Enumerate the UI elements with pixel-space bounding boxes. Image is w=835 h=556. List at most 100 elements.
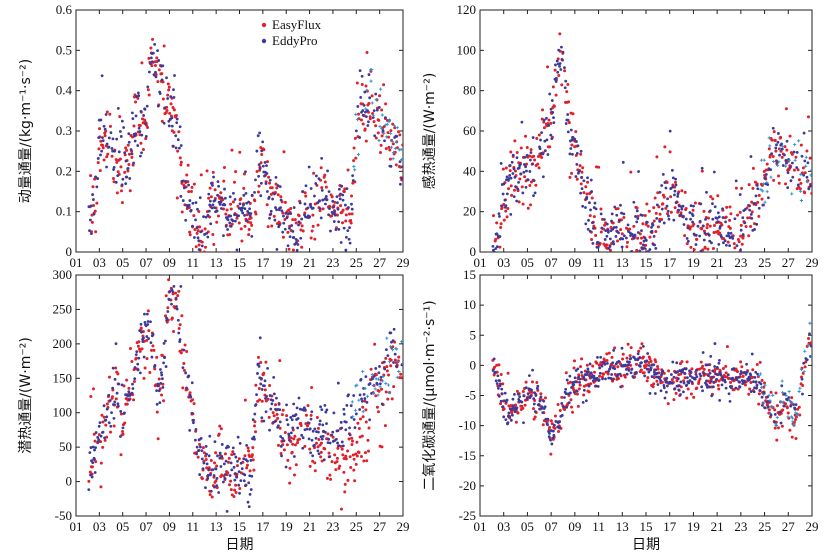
data-point-eddypro bbox=[309, 451, 313, 455]
data-point-eddypro bbox=[344, 428, 348, 432]
data-point-eddypro bbox=[134, 132, 138, 136]
data-point-eddypro bbox=[673, 387, 676, 391]
data-point-eddypro bbox=[397, 369, 401, 374]
data-point-eddypro bbox=[284, 212, 288, 215]
data-point-eddypro bbox=[338, 197, 342, 201]
data-point-easyflux bbox=[342, 470, 346, 474]
data-point-eddypro bbox=[174, 134, 178, 138]
y-tick-label: 250 bbox=[53, 301, 73, 316]
data-point-eddypro bbox=[611, 361, 615, 365]
data-point-eddypro bbox=[365, 88, 369, 92]
data-point-eddypro bbox=[699, 374, 703, 378]
data-point-easyflux bbox=[208, 186, 212, 190]
data-point-easyflux bbox=[164, 294, 168, 298]
data-point-eddypro bbox=[747, 203, 750, 207]
data-point-eddypro bbox=[600, 226, 604, 230]
data-point-eddypro bbox=[368, 96, 372, 100]
data-point-eddypro bbox=[556, 70, 560, 74]
data-point-easyflux bbox=[112, 180, 116, 184]
data-point-easyflux bbox=[243, 224, 247, 228]
data-point-easyflux bbox=[165, 109, 169, 113]
data-point-eddypro bbox=[380, 126, 384, 130]
data-point-eddypro bbox=[651, 223, 655, 227]
data-point-eddypro bbox=[156, 104, 160, 108]
data-point-eddypro bbox=[686, 239, 690, 243]
data-point-eddypro bbox=[585, 195, 589, 199]
data-point-eddypro bbox=[711, 385, 715, 389]
data-point-easyflux bbox=[250, 223, 254, 227]
data-point-eddypro bbox=[378, 382, 382, 386]
data-point-eddypro bbox=[335, 195, 339, 199]
data-point-eddypro bbox=[390, 139, 394, 144]
x-tick-label: 07 bbox=[545, 519, 559, 534]
data-point-eddypro bbox=[691, 220, 695, 224]
data-point-easyflux bbox=[718, 368, 722, 372]
data-point-easyflux bbox=[603, 223, 607, 227]
data-point-eddypro bbox=[345, 404, 349, 407]
data-point-eddypro bbox=[676, 370, 680, 374]
data-point-eddypro bbox=[202, 461, 206, 465]
data-point-easyflux bbox=[330, 214, 334, 218]
data-point-easyflux bbox=[227, 456, 231, 460]
data-point-easyflux bbox=[166, 306, 170, 310]
data-point-easyflux bbox=[125, 148, 129, 152]
data-point-eddypro bbox=[517, 166, 521, 170]
data-point-eddypro bbox=[721, 207, 724, 211]
data-point-eddypro bbox=[510, 408, 514, 411]
data-point-easyflux bbox=[328, 204, 332, 208]
data-point-eddypro bbox=[191, 224, 194, 228]
data-point-easyflux bbox=[773, 408, 777, 412]
data-point-easyflux bbox=[291, 442, 295, 446]
data-point-eddypro bbox=[721, 216, 725, 219]
x-tick-label: 05 bbox=[116, 255, 129, 270]
data-point-eddypro bbox=[156, 382, 160, 386]
x-tick-label: 23 bbox=[734, 519, 747, 534]
data-point-eddypro bbox=[637, 170, 640, 173]
data-point-eddypro bbox=[181, 199, 185, 202]
data-point-eddypro bbox=[121, 177, 125, 181]
data-point-easyflux bbox=[593, 370, 597, 374]
data-point-eddypro bbox=[789, 404, 793, 408]
data-point-eddypro bbox=[687, 381, 691, 385]
data-point-easyflux bbox=[347, 437, 351, 441]
data-point-easyflux bbox=[702, 209, 706, 213]
data-point-eddypro bbox=[508, 414, 512, 418]
data-point-eddypro bbox=[497, 394, 501, 398]
data-point-eddypro bbox=[324, 202, 327, 206]
data-point-eddypro bbox=[278, 408, 282, 411]
data-point-easyflux bbox=[703, 246, 707, 250]
data-point-eddypro bbox=[659, 389, 663, 393]
data-point-eddypro bbox=[138, 154, 142, 158]
data-point-eddypro bbox=[605, 234, 609, 238]
data-point-easyflux bbox=[108, 112, 112, 116]
data-point-eddypro bbox=[671, 185, 675, 189]
data-point-eddypro bbox=[360, 399, 364, 403]
data-point-eddypro bbox=[723, 239, 727, 243]
data-point-easyflux bbox=[527, 154, 531, 158]
data-point-eddypro bbox=[130, 111, 134, 115]
data-point-easyflux bbox=[234, 170, 238, 174]
data-point-eddypro bbox=[295, 248, 299, 252]
data-point-eddypro bbox=[630, 232, 634, 236]
legend-marker-easyflux bbox=[261, 22, 267, 28]
data-point-eddypro bbox=[346, 229, 350, 233]
data-point-eddypro bbox=[256, 372, 259, 375]
data-point-eddypro bbox=[362, 104, 366, 107]
data-point-eddypro bbox=[400, 361, 403, 366]
x-tick-label: 13 bbox=[616, 519, 629, 534]
data-point-eddypro bbox=[809, 184, 812, 188]
data-point-eddypro bbox=[391, 157, 395, 161]
data-point-easyflux bbox=[202, 250, 206, 252]
data-point-easyflux bbox=[582, 393, 586, 397]
data-point-eddypro bbox=[505, 175, 509, 179]
data-point-eddypro bbox=[295, 406, 299, 410]
data-point-easyflux bbox=[388, 148, 392, 152]
data-point-easyflux bbox=[294, 221, 298, 225]
x-tick-label: 27 bbox=[782, 519, 796, 534]
y-tick-label: 0.3 bbox=[56, 123, 72, 138]
data-point-eddypro bbox=[378, 365, 381, 368]
data-point-eddypro bbox=[755, 386, 758, 390]
data-point-eddypro bbox=[542, 118, 546, 122]
data-point-eddypro bbox=[325, 408, 329, 412]
y-tick-label: -50 bbox=[55, 508, 72, 523]
